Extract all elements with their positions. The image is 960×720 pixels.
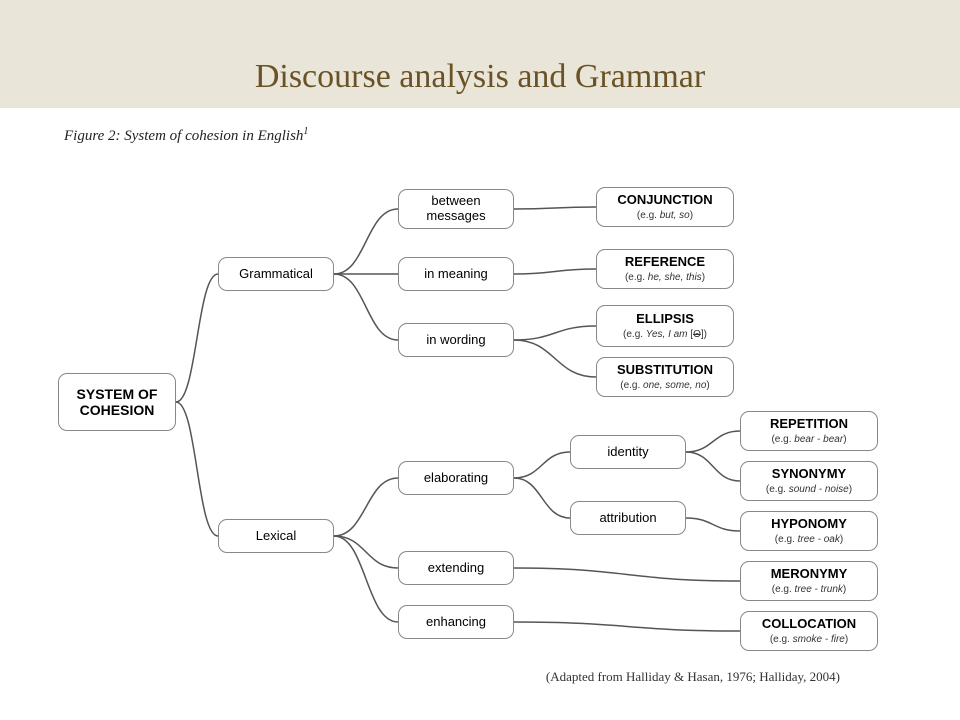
node-root: SYSTEM OF COHESION xyxy=(58,373,176,431)
edge-between-conjunction xyxy=(514,207,596,209)
caption-text: Figure 2: System of cohesion in English xyxy=(64,128,303,144)
node-meronymy: MERONYMY(e.g. tree - trunk) xyxy=(740,561,878,601)
page-title: Discourse analysis and Grammar xyxy=(255,58,705,96)
edge-grammatical-between xyxy=(334,209,398,274)
edge-extending-meronymy xyxy=(514,568,740,581)
node-hyponomy: HYPONOMY(e.g. tree - oak) xyxy=(740,511,878,551)
figure-credit: (Adapted from Halliday & Hasan, 1976; Ha… xyxy=(0,669,960,685)
node-repetition: REPETITION(e.g. bear - bear) xyxy=(740,411,878,451)
node-in_wording: in wording xyxy=(398,323,514,357)
diagram: SYSTEM OF COHESION Grammatical Lexical betw… xyxy=(0,145,960,665)
node-ellipsis: ELLIPSIS(e.g. Yes, I am [Θ]) xyxy=(596,305,734,347)
edge-elaborating-attribution xyxy=(514,478,570,518)
node-enhancing: enhancing xyxy=(398,605,514,639)
node-collocation: COLLOCATION(e.g. smoke - fire) xyxy=(740,611,878,651)
node-between: between messages xyxy=(398,189,514,229)
node-grammatical: Grammatical xyxy=(218,257,334,291)
edge-in_wording-ellipsis xyxy=(514,326,596,340)
edge-lexical-elaborating xyxy=(334,478,398,536)
edge-in_wording-substitution xyxy=(514,340,596,377)
node-synonymy: SYNONYMY(e.g. sound - noise) xyxy=(740,461,878,501)
node-extending: extending xyxy=(398,551,514,585)
node-lexical: Lexical xyxy=(218,519,334,553)
edge-lexical-enhancing xyxy=(334,536,398,622)
node-attribution: attribution xyxy=(570,501,686,535)
header-band: Discourse analysis and Grammar xyxy=(0,0,960,108)
edge-elaborating-identity xyxy=(514,452,570,478)
edge-attribution-hyponomy xyxy=(686,518,740,531)
edge-grammatical-in_wording xyxy=(334,274,398,340)
node-substitution: SUBSTITUTION(e.g. one, some, no) xyxy=(596,357,734,397)
node-reference: REFERENCE(e.g. he, she, this) xyxy=(596,249,734,289)
node-identity: identity xyxy=(570,435,686,469)
edge-root-lexical xyxy=(176,402,218,536)
node-conjunction: CONJUNCTION(e.g. but, so) xyxy=(596,187,734,227)
edge-root-grammatical xyxy=(176,274,218,402)
edge-identity-synonymy xyxy=(686,452,740,481)
edge-lexical-extending xyxy=(334,536,398,568)
caption-sup: 1 xyxy=(303,126,308,137)
edge-in_meaning-reference xyxy=(514,269,596,274)
edge-enhancing-collocation xyxy=(514,622,740,631)
figure-caption: Figure 2: System of cohesion in English1 xyxy=(64,126,960,145)
edge-identity-repetition xyxy=(686,431,740,452)
node-elaborating: elaborating xyxy=(398,461,514,495)
node-in_meaning: in meaning xyxy=(398,257,514,291)
